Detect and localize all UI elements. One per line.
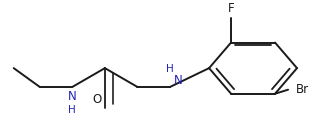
Text: H: H (68, 105, 76, 115)
Text: N: N (174, 74, 182, 87)
Text: H: H (166, 64, 174, 75)
Text: O: O (92, 92, 101, 106)
Text: N: N (68, 90, 77, 103)
Text: F: F (228, 2, 234, 16)
Text: Br: Br (296, 83, 309, 96)
